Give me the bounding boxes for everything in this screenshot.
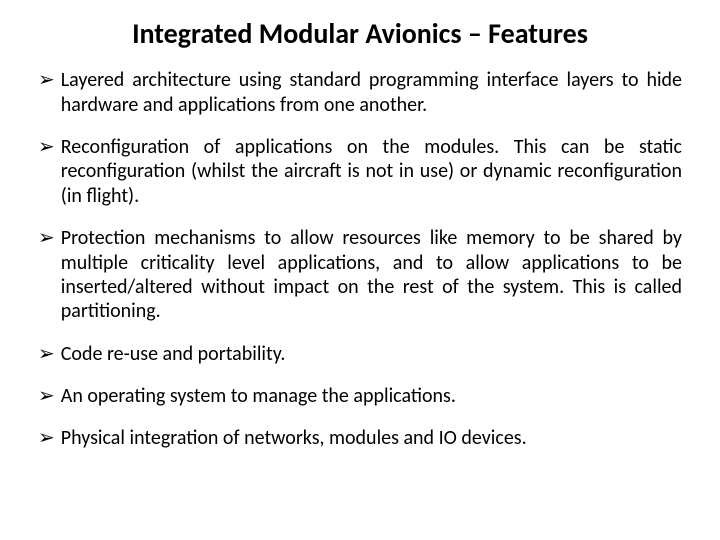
chevron-right-icon: ➢ <box>38 135 55 159</box>
bullet-text: Layered architecture using standard prog… <box>61 68 682 117</box>
bullet-list: ➢Layered architecture using standard pro… <box>38 68 682 451</box>
bullet-item: ➢Physical integration of networks, modul… <box>38 426 682 450</box>
bullet-text: Reconfiguration of applications on the m… <box>61 135 682 208</box>
bullet-text: Code re-use and portability. <box>61 342 682 366</box>
bullet-item: ➢Reconfiguration of applications on the … <box>38 135 682 208</box>
chevron-right-icon: ➢ <box>38 342 55 366</box>
bullet-text: Protection mechanisms to allow resources… <box>61 226 682 324</box>
bullet-item: ➢Code re-use and portability. <box>38 342 682 366</box>
slide-title: Integrated Modular Avionics – Features <box>68 18 652 50</box>
bullet-text: Physical integration of networks, module… <box>61 426 682 450</box>
slide: Integrated Modular Avionics – Features ➢… <box>0 0 720 540</box>
bullet-item: ➢An operating system to manage the appli… <box>38 384 682 408</box>
bullet-item: ➢Layered architecture using standard pro… <box>38 68 682 117</box>
chevron-right-icon: ➢ <box>38 384 55 408</box>
chevron-right-icon: ➢ <box>38 226 55 250</box>
bullet-text: An operating system to manage the applic… <box>61 384 682 408</box>
bullet-item: ➢Protection mechanisms to allow resource… <box>38 226 682 324</box>
chevron-right-icon: ➢ <box>38 68 55 92</box>
chevron-right-icon: ➢ <box>38 426 55 450</box>
